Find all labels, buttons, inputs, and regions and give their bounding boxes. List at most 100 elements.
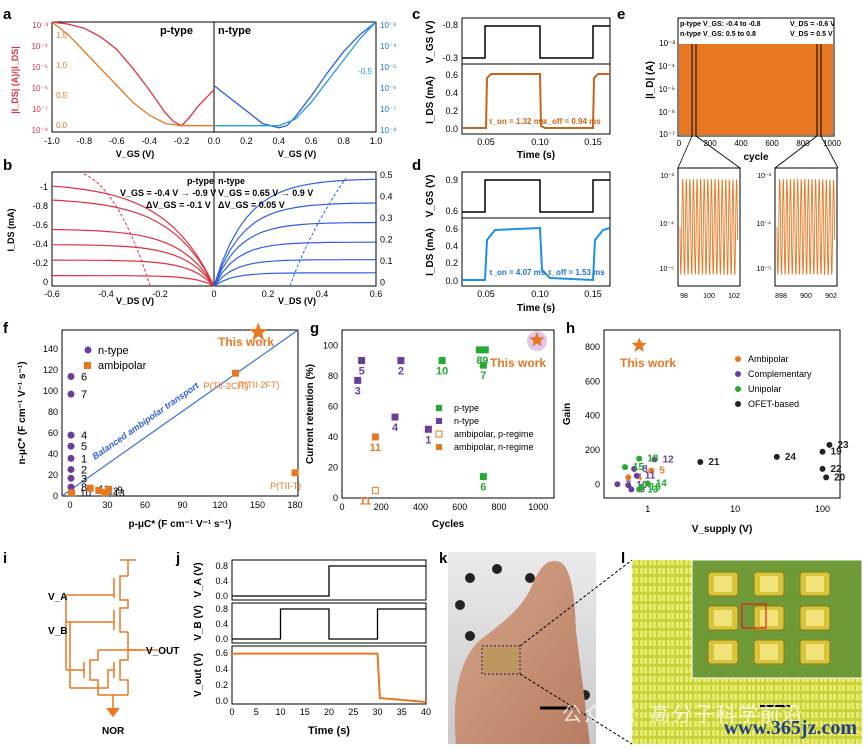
panel-h-point [622,464,629,471]
panel-b-ytick-left: 0 [43,277,48,287]
panel-h-point [636,455,643,462]
panel-h-point-label: 8 [642,464,648,475]
panel-letter-b: b [3,157,12,174]
panel-a-xtick-n: 0.4 [273,136,286,146]
panel-e-inset-r-ytick-1: 10⁻⁴ [757,221,772,228]
panel-c-ytick-bot-1: 0.4 [445,88,458,98]
panel-c-xlabel: Time (s) [517,150,555,161]
panel-h-point-label: 22 [831,464,843,475]
panel-e-inset-ytick-0: 10⁻³ [660,173,674,180]
panel-b-ytick-right: 0.5 [380,170,393,180]
panel-e-inset-left-trace [679,178,739,276]
panel-f-amb-label: 13 [114,489,126,500]
panel-a-ytick-left: 10⁻⁴ [31,42,48,51]
panel-h-point [625,482,632,489]
panel-e-inset-r-xtick-2: 902 [825,293,837,300]
panel-j: 0 5 10 15 20 25 30 35 40 0.8 0.4 0.0 0.8 0.4 0.0 0.6 0.4… [193,559,431,737]
panel-h-point-label: 23 [837,440,849,451]
panel-h-ticks: 1 10 100 0 200 400 600 800 [585,342,830,514]
panel-h-point [628,486,635,493]
panel-g-point-label: 10 [436,366,448,378]
panel-f-xtick: 150 [250,500,265,510]
panel-f-ntype-point [67,483,75,491]
panel-c-ytick-bot-3: 0.0 [445,124,458,134]
panel-f-ylabel: n-μC* (F cm⁻¹ V⁻¹ s⁻¹) [17,361,28,464]
panel-b-legend-p-1: V_GS = -0.4 V → -0.9 V [120,188,216,198]
panel-a-ytick-left: 10⁻³ [32,21,48,30]
panel-e-ylabel: |I_D| (A) [645,61,656,99]
panel-b-n-sat-line [289,177,347,287]
panel-j-vb-trace [232,608,426,640]
panel-h-ytick: 0 [595,479,600,489]
panel-g-point [358,357,366,365]
panel-e-inset-r-xtick-1: 900 [800,293,812,300]
panel-h-xtick: 10 [730,504,740,514]
panel-g-point-label: 11 [370,442,382,454]
panel-h-point-label: 9 [639,484,645,495]
circuit-label-vout: V_OUT [146,646,179,657]
panel-a-xtick-n: 0.0 [208,136,221,146]
panel-d-tau-on: τ_on = 4.07 ms [489,268,546,277]
panel-g-point-label: 9 [482,355,488,367]
panel-a-xtick-p: -1.0 [44,136,60,146]
panel-h-point-label: 4 [636,472,642,483]
panel-b: p-type V_GS = -0.4 V → -0.9 V ΔV_GS = -0… [6,170,393,306]
panel-h-point [633,472,640,479]
panel-j-ytick-va: 0.8 [215,561,228,571]
panel-j-ytick-va: 0.0 [215,591,228,601]
panel-b-ytick-right: 0.2 [380,235,393,245]
panel-b-ytick-left: -0.6 [32,220,48,230]
micrograph-device-core [806,644,824,660]
panel-b-legend-n-1: V_GS = 0.65 V → 0.9 V [218,188,313,198]
panel-e-legend-3: V_DS = 0.5 V [790,31,833,38]
panel-g-legend-an-marker [436,444,442,450]
panel-h-point [644,480,651,487]
circuit-label-vb: V_B [48,626,67,637]
panel-c-ytick-top-1: -0.3 [442,53,458,63]
panel-a-xtick-n: 0.6 [305,136,318,146]
panel-g-ytick: 80 [328,371,338,381]
panel-g-xtick: 200 [374,502,389,512]
panel-j-xtick: 20 [324,707,334,717]
panel-g-point-label: 6 [480,482,486,494]
panel-e-ytick-2: 10⁻⁵ [659,85,675,94]
panel-f-ytick: 100 [43,386,58,396]
panel-h-legend-uni-marker [735,386,741,392]
panel-letter-d: d [412,157,421,174]
panel-b-ylabel: I_DS (mA) [6,208,16,251]
panel-j-vb-frame [231,602,427,644]
e-inset-left-line [679,178,739,276]
micrograph-devices [707,571,831,665]
panel-e-inset-xtick-1: 100 [703,293,715,300]
panel-j-ylabel-vout: V_out (V) [193,653,204,697]
panel-h-ytick: 600 [585,376,600,386]
photo-hole [465,631,475,641]
panel-h-xlabel: V_supply (V) [692,524,753,535]
panel-g-point [371,433,379,441]
panel-b-ytick-left: -0.2 [32,258,48,268]
panel-a-xtick-p: -0.6 [109,136,125,146]
panel-h: This work 458121171091518161413212419232… [562,329,849,535]
panel-f-ntype-label: 4 [81,430,87,442]
panel-h-legend-amb-marker [735,356,741,362]
panel-a-ytick-left2: 0.0 [56,121,68,130]
panel-a-ntype-label: n-type [218,25,251,37]
panel-b-n-curve [213,178,377,287]
panel-h-ytick: 800 [585,342,600,352]
panel-b-p-curve [51,185,215,287]
panel-b-p-curve [52,275,215,287]
panel-f-this-work: This work [218,335,274,349]
panel-b-legend-p-0: p-type [187,176,214,186]
panel-b-xtick: -0.4 [98,289,114,299]
panel-g-ytick: 100 [323,340,338,350]
panel-e-xtick-1: 200 [703,139,717,148]
panel-f-ytick: 120 [43,365,58,375]
panel-j-ytick-vout: 0.2 [215,680,228,690]
photo-device-box [481,645,521,675]
panel-g-frame [341,329,555,499]
panel-f-xlabel: p-μC* (F cm⁻¹ V⁻¹ s⁻¹) [128,519,231,530]
panel-a-xtick-p: -0.4 [141,136,157,146]
panel-j-ytick-vb: 0.0 [215,634,228,644]
panel-j-ytick-vout: 0.4 [215,664,228,674]
